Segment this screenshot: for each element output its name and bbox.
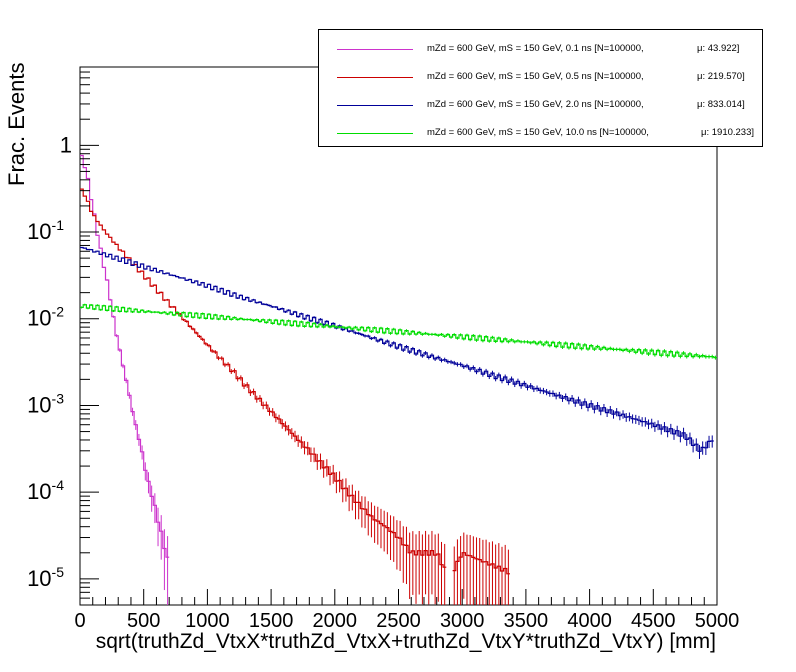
legend-entry-0.1ns: mZd = 600 GeV, mS = 150 GeV, 0.1 ns [N=1… [319,40,762,60]
legend-swatch [337,77,413,78]
x-tick-label: 4500 [631,610,676,632]
series-line-3 [80,304,717,359]
x-tick-label: 2000 [313,610,358,632]
x-axis-title: sqrt(truthZd_VtxX*truthZd_VtxX+truthZd_V… [95,630,716,653]
x-tick-label: 4000 [567,610,612,632]
x-tick-label: 500 [127,610,160,632]
x-tick-label: 3000 [440,610,485,632]
legend-swatch [337,105,413,106]
legend-mean: μ: 833.014] [697,99,745,110]
legend-mean: μ: 219.570] [697,71,745,82]
legend-entry-0.5ns: mZd = 600 GeV, mS = 150 GeV, 0.5 ns [N=1… [319,68,762,88]
legend-mean: μ: 1910.233] [701,127,755,138]
legend-label: mZd = 600 GeV, mS = 150 GeV, 0.5 ns [N=1… [427,71,644,82]
y-axis-title: Frac. Events [4,62,29,186]
x-tick-label: 2500 [376,610,421,632]
y-tick-label: 1 [60,132,72,157]
legend-label: mZd = 600 GeV, mS = 150 GeV, 10.0 ns [N=… [427,127,649,138]
y-tick-label: 10-2 [27,304,64,331]
legend-label: mZd = 600 GeV, mS = 150 GeV, 2.0 ns [N=1… [427,99,644,110]
legend-entry-2.0ns: mZd = 600 GeV, mS = 150 GeV, 2.0 ns [N=1… [319,96,762,116]
y-tick-label: 10-5 [27,564,64,591]
x-tick-label: 3500 [504,610,549,632]
plot-frame [79,66,718,606]
x-tick-label: 0 [74,610,85,632]
x-tick-label: 1000 [185,610,230,632]
x-tick-label: 5000 [695,610,740,632]
legend-entry-10.0ns: mZd = 600 GeV, mS = 150 GeV, 10.0 ns [N=… [319,124,762,144]
legend: mZd = 600 GeV, mS = 150 GeV, 0.1 ns [N=1… [318,29,763,147]
y-tick-label: 10-1 [27,217,64,244]
y-tick-label: 10-3 [27,390,64,417]
legend-swatch [337,133,413,134]
legend-mean: μ: 43.922] [697,43,740,54]
y-tick-label: 10-4 [27,477,64,504]
series-line-2 [80,246,714,452]
legend-label: mZd = 600 GeV, mS = 150 GeV, 0.1 ns [N=1… [427,43,644,54]
legend-swatch [337,49,413,50]
x-tick-label: 1500 [249,610,294,632]
series-line-1 [80,188,510,575]
